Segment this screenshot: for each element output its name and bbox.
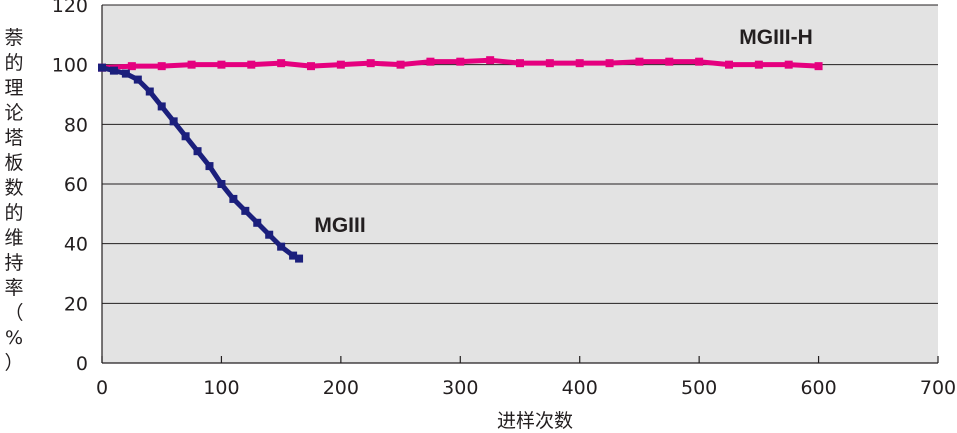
data-point (456, 57, 465, 66)
data-point (98, 63, 106, 72)
y-tick-label: 100 (52, 55, 88, 77)
data-point (169, 117, 178, 126)
x-tick-label: 400 (562, 377, 598, 399)
x-tick-labels: 0 100 200 300 400 500 600 700 (96, 356, 956, 399)
data-point (784, 60, 793, 69)
data-point (635, 57, 644, 66)
x-tick-label: 200 (323, 377, 359, 399)
y-axis-title-char: 板 (4, 152, 23, 174)
data-point (217, 180, 226, 188)
data-point (205, 162, 214, 171)
y-axis-title-char: 的 (4, 52, 23, 74)
data-point (754, 60, 763, 69)
data-point (366, 59, 375, 68)
data-point (814, 62, 823, 71)
data-point (181, 132, 190, 141)
y-axis-title-char: 维 (4, 227, 23, 249)
data-point (545, 59, 554, 68)
y-axis-title-char: 数 (4, 177, 23, 199)
data-point (307, 62, 315, 71)
y-axis-title-char: 的 (4, 202, 23, 224)
y-tick-labels: 0 20 40 60 80 100 120 (52, 0, 88, 375)
y-axis-title-char: 塔 (4, 127, 23, 149)
data-point (133, 75, 142, 84)
data-point (127, 62, 136, 71)
data-point (426, 57, 435, 66)
data-point (229, 194, 238, 203)
data-point (187, 60, 196, 69)
data-point (157, 102, 166, 111)
grid-lines (102, 4, 938, 304)
y-axis-title-char: 萘 (4, 27, 23, 49)
x-tick-label: 100 (203, 377, 239, 399)
data-point (289, 251, 298, 260)
data-point (605, 59, 614, 68)
y-axis-title-char: （ (4, 302, 23, 324)
y-tick-label: 60 (64, 174, 88, 196)
y-tick-label: 20 (64, 293, 88, 315)
series-label: MGIII-H (739, 26, 813, 49)
data-point (157, 62, 166, 71)
data-point (217, 60, 226, 69)
data-point (486, 56, 495, 65)
data-point (396, 60, 405, 69)
data-point (575, 59, 584, 68)
x-axis-title: 进样次数 (497, 410, 573, 432)
data-point (247, 60, 256, 69)
y-tick-label: 80 (64, 114, 88, 136)
series-layer: MGIII-H MGIII (98, 26, 823, 263)
data-point (516, 59, 524, 68)
y-tick-label: 120 (52, 0, 88, 17)
data-point (295, 254, 304, 263)
data-point (109, 66, 118, 75)
y-tick-label: 0 (76, 353, 88, 375)
data-point (695, 57, 704, 66)
series-label: MGIII (314, 214, 365, 237)
x-tick-label: 600 (800, 377, 836, 399)
data-point (145, 87, 154, 96)
y-axis-title-char: 理 (4, 77, 23, 99)
x-tick-label: 500 (681, 377, 717, 399)
x-tick-label: 300 (442, 377, 478, 399)
data-point (253, 218, 262, 227)
data-point (665, 57, 674, 66)
y-tick-label: 40 (64, 234, 88, 256)
data-point (265, 230, 274, 239)
data-point (336, 60, 345, 69)
y-axis-title-char: 率 (4, 277, 23, 299)
data-point (121, 69, 130, 78)
data-point (241, 206, 250, 215)
data-point (277, 59, 286, 68)
x-tick-label: 0 (96, 377, 108, 399)
y-axis-title-char: % (5, 327, 23, 349)
data-point (193, 147, 202, 156)
data-point (277, 242, 286, 251)
y-axis-title-char: 持 (4, 252, 23, 274)
y-axis-title-char: 论 (4, 102, 23, 124)
data-point (725, 60, 733, 69)
y-axis-title-char: ） (4, 352, 23, 374)
x-tick-label: 700 (920, 377, 956, 399)
